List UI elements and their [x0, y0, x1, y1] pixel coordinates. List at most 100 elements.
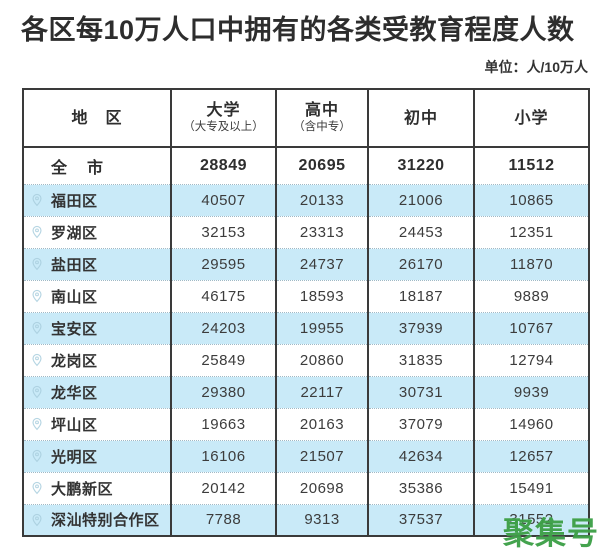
cell-middleschool: 24453	[367, 215, 474, 248]
cell-highschool: 20860	[275, 343, 368, 376]
cell-university: 46175	[170, 279, 276, 312]
location-pin-icon	[30, 257, 44, 271]
cell-primaryschool: 9939	[473, 375, 589, 408]
table-row: 盐田区 29595 24737 26170 11870	[23, 247, 589, 280]
header-middleschool: 初中	[367, 89, 474, 148]
header-sublabel: （含中专）	[293, 121, 351, 133]
cell-middleschool: 30731	[367, 375, 474, 408]
cell-middleschool: 37537	[367, 503, 474, 536]
table-row: 大鹏新区 20142 20698 35386 15491	[23, 471, 589, 504]
cell-middleschool: 26170	[367, 247, 474, 280]
table-row: 坪山区 19663 20163 37079 14960	[23, 407, 589, 440]
district-name: 南山区	[51, 288, 98, 306]
district-name: 坪山区	[51, 416, 98, 434]
cell-middleschool: 35386	[367, 471, 474, 504]
cell-highschool: 20695	[275, 147, 368, 184]
district-name: 罗湖区	[51, 224, 98, 242]
page-title: 各区每10万人口中拥有的各类受教育程度人数	[21, 15, 575, 45]
cell-primaryschool: 9889	[473, 279, 589, 312]
location-pin-icon	[30, 481, 44, 495]
cell-university: 29595	[170, 247, 276, 280]
cell-highschool: 22117	[275, 375, 368, 408]
cell-primaryschool: 12351	[473, 215, 589, 248]
location-pin-icon	[30, 289, 44, 303]
cell-primaryschool: 12657	[473, 439, 589, 472]
cell-university: 32153	[170, 215, 276, 248]
cell-primaryschool: 31552	[473, 503, 589, 536]
cell-university: 19663	[170, 407, 276, 440]
header-label: 高中	[304, 102, 339, 119]
header-primaryschool: 小学	[473, 89, 589, 148]
header-district: 地 区	[23, 89, 171, 148]
table-header-row: 地 区 大学 （大专及以上） 高中 （含中专） 初中 小学	[23, 89, 589, 148]
cell-primaryschool: 12794	[473, 343, 589, 376]
district-name: 深汕特别合作区	[51, 512, 160, 530]
cell-highschool: 9313	[275, 503, 368, 536]
table-row: 深汕特别合作区 7788 9313 37537 31552	[23, 503, 589, 536]
table-row: 光明区 16106 21507 42634 12657	[23, 439, 589, 472]
cell-middleschool: 18187	[367, 279, 474, 312]
cell-highschool: 21507	[275, 439, 368, 472]
cell-university: 40507	[170, 183, 276, 216]
cell-middleschool: 37079	[367, 407, 474, 440]
cell-primaryschool: 10767	[473, 311, 589, 344]
cell-university: 16106	[170, 439, 276, 472]
cell-middleschool: 31835	[367, 343, 474, 376]
location-pin-icon	[30, 225, 44, 239]
location-pin-icon	[30, 385, 44, 399]
location-pin-icon	[30, 513, 44, 527]
unit-label: 单位：人/10万人	[484, 59, 588, 75]
header-label: 初中	[403, 109, 438, 127]
table-row: 南山区 46175 18593 18187 9889	[23, 279, 589, 312]
education-table: 地 区 大学 （大专及以上） 高中 （含中专） 初中 小学 全 市 28849 …	[22, 88, 590, 537]
cell-university: 28849	[170, 147, 276, 184]
cell-primaryschool: 11870	[473, 247, 589, 280]
cell-highschool: 20698	[275, 471, 368, 504]
district-name: 龙岗区	[51, 352, 98, 370]
cell-highschool: 20163	[275, 407, 368, 440]
header-label: 大学	[206, 102, 241, 119]
cell-highschool: 18593	[275, 279, 368, 312]
district-name: 光明区	[51, 448, 98, 466]
watermark-juji-hao: 聚集号	[503, 516, 599, 551]
cell-university: 20142	[170, 471, 276, 504]
cell-highschool: 19955	[275, 311, 368, 344]
cell-highschool: 20133	[275, 183, 368, 216]
cell-highschool: 24737	[275, 247, 368, 280]
cell-university: 25849	[170, 343, 276, 376]
location-pin-icon	[30, 417, 44, 431]
location-pin-icon	[30, 321, 44, 335]
header-label: 小学	[514, 109, 549, 127]
district-name: 龙华区	[51, 384, 98, 402]
cell-university: 7788	[170, 503, 276, 536]
cell-primaryschool: 14960	[473, 407, 589, 440]
table-row: 宝安区 24203 19955 37939 10767	[23, 311, 589, 344]
cell-primaryschool: 10865	[473, 183, 589, 216]
header-label: 地 区	[71, 109, 123, 127]
cell-primaryschool: 11512	[473, 147, 589, 184]
cell-middleschool: 37939	[367, 311, 474, 344]
cell-university: 29380	[170, 375, 276, 408]
district-name: 福田区	[51, 192, 98, 210]
cell-primaryschool: 15491	[473, 471, 589, 504]
district-name: 宝安区	[51, 320, 98, 338]
cell-university: 24203	[170, 311, 276, 344]
location-pin-icon	[30, 353, 44, 367]
header-highschool: 高中 （含中专）	[275, 89, 368, 148]
table-row-citywide: 全 市 28849 20695 31220 11512	[23, 147, 589, 184]
table-row: 福田区 40507 20133 21006 10865	[23, 183, 589, 216]
table-row: 罗湖区 32153 23313 24453 12351	[23, 215, 589, 248]
cell-middleschool: 21006	[367, 183, 474, 216]
location-pin-icon	[30, 449, 44, 463]
table-row: 龙岗区 25849 20860 31835 12794	[23, 343, 589, 376]
location-pin-icon	[30, 193, 44, 207]
header-university: 大学 （大专及以上）	[170, 89, 276, 148]
cell-middleschool: 31220	[367, 147, 474, 184]
cell-middleschool: 42634	[367, 439, 474, 472]
header-sublabel: （大专及以上）	[183, 121, 264, 133]
district-name: 全 市	[23, 147, 171, 184]
district-name: 盐田区	[51, 256, 98, 274]
table-row: 龙华区 29380 22117 30731 9939	[23, 375, 589, 408]
district-name: 大鹏新区	[51, 480, 114, 498]
